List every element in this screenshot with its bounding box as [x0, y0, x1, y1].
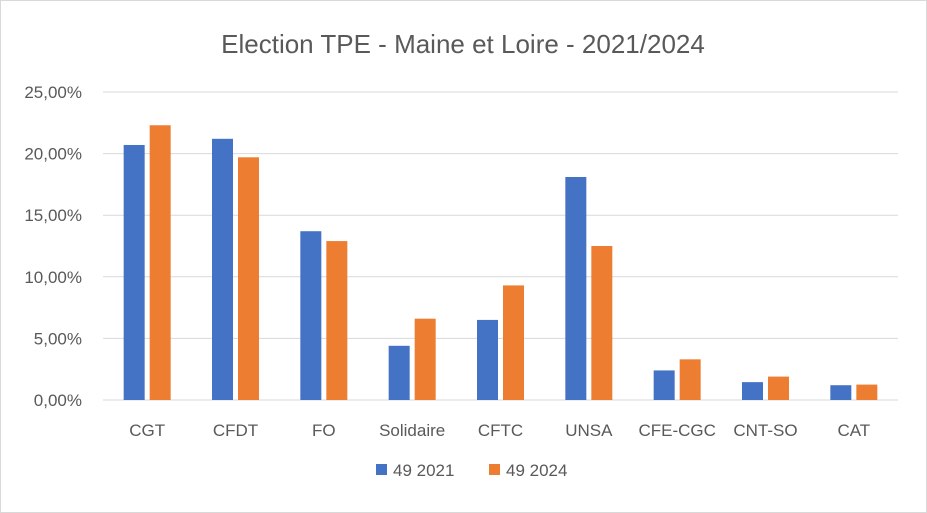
x-tick-label: CGT [129, 421, 165, 440]
x-axis: CGT CFDT FO Solidaire CFTC UNSA CFE-CGC CNT-SO C… [129, 421, 870, 440]
x-tick-label: UNSA [565, 421, 613, 440]
bar-series-2 [238, 157, 259, 400]
x-tick-label: CNT-SO [733, 421, 797, 440]
x-tick-label: Solidaire [379, 421, 445, 440]
y-axis: 0,00% 5,00% 10,00% 15,00% 20,00% 25,00% [24, 83, 82, 410]
bar-series-1 [388, 345, 410, 400]
bar-series-1 [742, 382, 763, 400]
x-tick-label: CFDT [213, 421, 258, 440]
y-tick-label: 15,00% [24, 206, 82, 225]
bar-series-2 [149, 125, 171, 400]
bar-series-1 [565, 177, 587, 400]
x-tick-label: CAT [837, 421, 870, 440]
y-tick-label: 5,00% [34, 329, 82, 348]
y-tick-label: 25,00% [24, 83, 82, 102]
bar-series-2 [591, 246, 613, 400]
bar-series-2 [768, 376, 789, 400]
bar-series-1 [123, 144, 145, 400]
y-tick-label: 20,00% [24, 145, 82, 164]
bar-series-1 [212, 138, 233, 401]
bar-series-1 [300, 231, 322, 400]
bar-series-2 [856, 384, 878, 400]
x-tick-label: CFE-CGC [638, 421, 715, 440]
legend-swatch [489, 464, 500, 475]
bar-series-2 [414, 318, 436, 400]
legend-swatch [376, 464, 387, 475]
x-tick-label: FO [312, 421, 336, 440]
y-tick-label: 10,00% [24, 268, 82, 287]
x-tick-label: CFTC [478, 421, 523, 440]
bar-series-1 [653, 370, 675, 400]
legend-label: 49 2021 [393, 461, 454, 480]
bar-series-1 [477, 319, 498, 400]
bar-series-2 [503, 285, 524, 400]
bars [123, 125, 878, 401]
legend: 49 2021 49 2024 [376, 461, 567, 480]
gridlines [103, 91, 898, 401]
bar-series-2 [326, 241, 348, 400]
y-tick-label: 0,00% [34, 391, 82, 410]
bar-series-1 [830, 385, 852, 400]
chart-title: Election TPE - Maine et Loire - 2021/202… [221, 29, 705, 59]
bar-series-2 [679, 359, 701, 400]
legend-label: 49 2024 [506, 461, 567, 480]
